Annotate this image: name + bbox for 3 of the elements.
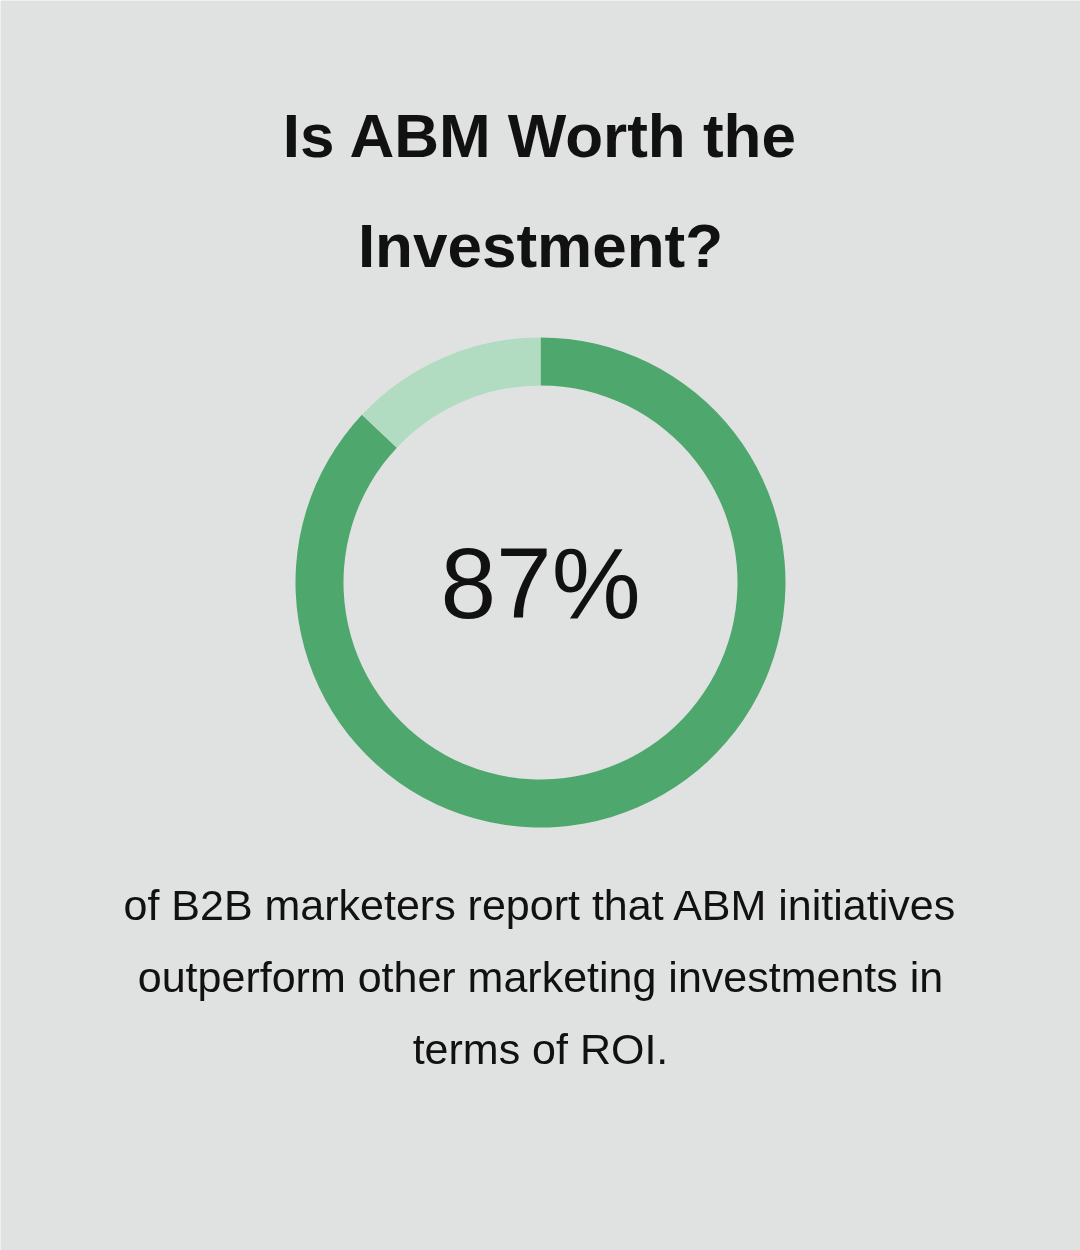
chart-title: Is ABM Worth the Investment? — [282, 100, 796, 280]
data-label: 87% — [440, 526, 641, 639]
text: of B2B marketers report that ABM initiatives outperform other marketing investments in terms of ROI. — [123, 880, 956, 1073]
